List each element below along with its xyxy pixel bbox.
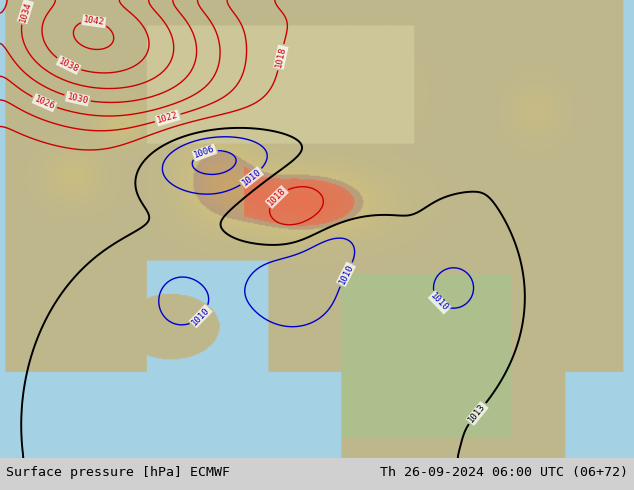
Text: 1010: 1010 xyxy=(240,168,263,188)
Text: 1010: 1010 xyxy=(337,263,355,286)
Text: 1022: 1022 xyxy=(156,111,179,125)
Text: 1006: 1006 xyxy=(193,145,216,160)
Text: Th 26-09-2024 06:00 UTC (06+72): Th 26-09-2024 06:00 UTC (06+72) xyxy=(380,466,628,479)
Text: 1013: 1013 xyxy=(467,402,488,425)
Text: 1018: 1018 xyxy=(266,186,288,208)
Text: 1034: 1034 xyxy=(18,0,33,24)
Text: 1038: 1038 xyxy=(57,56,81,74)
Text: 1026: 1026 xyxy=(33,94,56,111)
Text: Surface pressure [hPa] ECMWF: Surface pressure [hPa] ECMWF xyxy=(6,466,230,479)
Text: 1010: 1010 xyxy=(190,305,212,327)
Text: 1018: 1018 xyxy=(274,46,287,69)
Text: 1010: 1010 xyxy=(429,292,450,313)
Text: 1042: 1042 xyxy=(83,15,105,27)
Text: 1030: 1030 xyxy=(66,92,89,105)
